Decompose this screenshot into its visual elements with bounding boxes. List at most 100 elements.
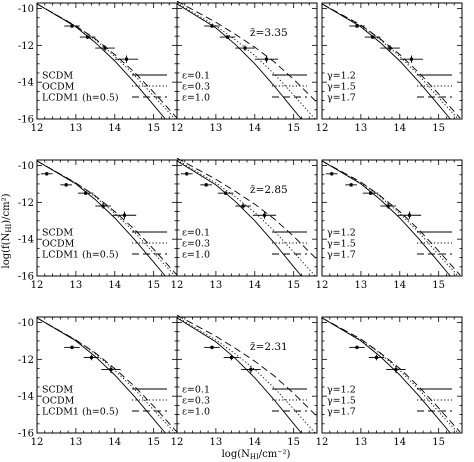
data-point (185, 172, 189, 176)
series-curve-solid (321, 3, 451, 120)
x-tick-label: 15 (432, 123, 445, 134)
data-point (408, 213, 411, 217)
x-tick-label: 15 (147, 437, 160, 448)
series-curve-solid (176, 317, 302, 434)
x-tick-label: 15 (147, 123, 160, 134)
data-point (330, 172, 334, 176)
series-curve-dashed (176, 314, 318, 417)
legend-label: ε=0.1 (182, 71, 210, 82)
data-point (355, 24, 359, 28)
series-curve-solid (36, 317, 166, 434)
data-point (388, 46, 392, 50)
y-tick-label: -16 (18, 115, 34, 126)
data-point (109, 367, 113, 371)
legend-label: γ=1.5 (327, 239, 356, 250)
y-tick-label: -16 (18, 272, 34, 283)
x-tick-label: 15 (432, 437, 445, 448)
legend-label: SCDM (42, 71, 73, 82)
data-point (45, 172, 49, 176)
data-point (349, 183, 353, 187)
data-point (355, 345, 359, 349)
x-tick-label: 12 (31, 437, 44, 448)
x-tick-label: 12 (316, 123, 329, 134)
x-tick-label: 12 (31, 280, 44, 291)
legend-label: OCDM (42, 239, 75, 250)
x-tick-label: 13 (355, 280, 368, 291)
data-point (124, 57, 128, 61)
mean-redshift-label: z̄=2.85 (250, 184, 288, 196)
y-axis-title: log(f(NHI)/cm²) (1, 193, 13, 268)
data-point (210, 24, 214, 28)
series-curve-dotted (176, 316, 316, 434)
x-tick-label: 14 (393, 437, 406, 448)
x-tick-label: 15 (432, 280, 445, 291)
y-tick-label: -12 (18, 198, 34, 209)
data-point (64, 183, 68, 187)
data-point (84, 191, 88, 195)
x-tick-label: 12 (316, 437, 329, 448)
series-curve-dashed (36, 317, 178, 433)
data-point (103, 46, 107, 50)
series-curve-dashed (321, 3, 461, 119)
y-tick-label: -12 (18, 41, 34, 52)
series-curve-dashed (36, 160, 178, 276)
x-tick-label: 12 (171, 280, 184, 291)
legend-label: ε=0.3 (182, 82, 210, 93)
legend-label: LCDM1 (h=0.5) (42, 93, 119, 104)
x-tick-label: 13 (355, 123, 368, 134)
data-point (86, 35, 90, 39)
series-curve-solid (36, 160, 166, 277)
legend-label: γ=1.5 (327, 396, 356, 407)
panel-r2-c2: 12 13 14 15 γ=1.2γ=1.5γ=1.7 (316, 316, 463, 448)
data-point (226, 35, 230, 39)
series-curve-dotted (176, 159, 316, 277)
series-curve-solid (321, 160, 451, 277)
panel-r1-c1: 12 13 14 15 ε=0.1ε=0.3ε=1.0 z̄=2.85 (171, 157, 318, 291)
data-point (394, 367, 398, 371)
data-point (204, 183, 208, 187)
legend-label: ε=0.3 (182, 239, 210, 250)
series-curve-dashed (176, 157, 318, 260)
series-curve-dashed (321, 317, 461, 433)
x-tick-label: 12 (316, 280, 329, 291)
x-tick-label: 14 (248, 280, 261, 291)
x-axis-title: log(NHI/cm⁻²) (222, 449, 291, 461)
x-tick-label: 15 (287, 437, 300, 448)
data-point (70, 345, 74, 349)
legend-label: γ=1.2 (327, 385, 356, 396)
x-tick-label: 15 (287, 123, 300, 134)
legend-label: ε=0.3 (182, 396, 210, 407)
x-tick-label: 13 (210, 437, 223, 448)
x-tick-label: 14 (108, 123, 121, 134)
series-curve-solid (36, 3, 166, 120)
data-point (243, 46, 247, 50)
x-tick-label: 13 (70, 280, 83, 291)
x-tick-label: 12 (171, 123, 184, 134)
x-tick-label: 13 (210, 280, 223, 291)
data-point (229, 356, 233, 360)
x-tick-label: 14 (248, 123, 261, 134)
y-tick-label: -12 (18, 355, 34, 366)
x-tick-label: 13 (355, 437, 368, 448)
legend-label: LCDM1 (h=0.5) (42, 407, 119, 418)
panel-r0-c2: 12 13 14 15 γ=1.2γ=1.5γ=1.7 (316, 2, 463, 134)
y-tick-label: -16 (18, 429, 34, 440)
legend-label: γ=1.7 (327, 407, 356, 418)
legend-label: SCDM (42, 228, 73, 239)
data-point (263, 213, 266, 217)
y-tick-label: -10 (18, 161, 34, 172)
x-tick-label: 14 (393, 280, 406, 291)
legend-label: LCDM1 (h=0.5) (42, 250, 119, 261)
x-tick-label: 13 (70, 123, 83, 134)
y-tick-label: -14 (18, 78, 34, 89)
legend-label: γ=1.5 (327, 82, 356, 93)
x-tick-label: 13 (70, 437, 83, 448)
legend-label: ε=1.0 (182, 93, 210, 104)
mean-redshift-label: z̄=2.31 (250, 341, 288, 353)
series-curve-solid (176, 3, 302, 120)
data-point (371, 35, 375, 39)
legend-label: ε=1.0 (182, 250, 210, 261)
